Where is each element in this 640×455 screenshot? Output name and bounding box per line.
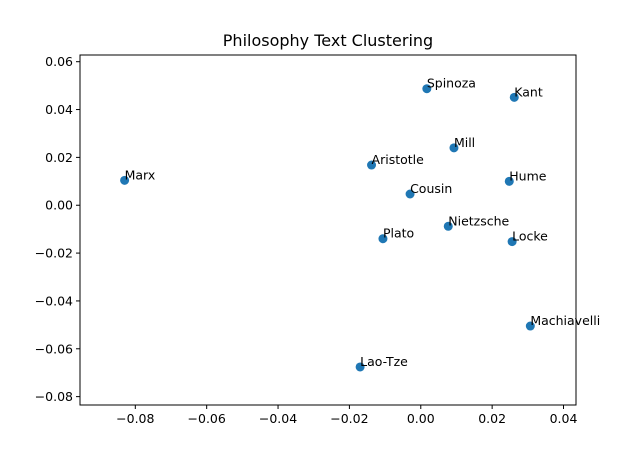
point-label: Nietzsche: [448, 213, 509, 228]
y-tick-label: −0.08: [35, 389, 73, 404]
point-label: Cousin: [410, 181, 452, 196]
x-tick-label: 0.02: [478, 411, 506, 426]
point-label: Hume: [509, 168, 546, 183]
scatter-point: [509, 92, 519, 102]
point-label: Aristotle: [372, 152, 425, 167]
scatter-point: [120, 175, 130, 185]
point-label: Plato: [383, 226, 414, 241]
y-tick-label: 0.00: [45, 198, 73, 213]
x-tick-label: 0.04: [550, 411, 578, 426]
scatter-point: [378, 234, 388, 244]
scatter-point: [449, 143, 459, 153]
point-label: Lao-Tze: [360, 354, 408, 369]
point-label: Locke: [512, 229, 548, 244]
x-tick-label: −0.04: [259, 411, 297, 426]
scatter-point: [422, 84, 432, 94]
scatter-point: [355, 362, 365, 372]
x-tick-label: 0.00: [407, 411, 435, 426]
x-tick-label: −0.08: [116, 411, 154, 426]
y-tick-label: −0.02: [35, 246, 73, 261]
point-label: Spinoza: [427, 76, 476, 91]
x-tick-label: −0.02: [330, 411, 368, 426]
point-label: Mill: [454, 135, 475, 150]
scatter-point: [367, 160, 377, 170]
scatter-point: [443, 221, 453, 231]
y-tick-label: −0.04: [35, 293, 73, 308]
scatter-point: [504, 176, 514, 186]
scatter-point: [507, 237, 517, 247]
scatter-point: [405, 189, 415, 199]
scatter-point: [525, 321, 535, 331]
point-label: Kant: [514, 84, 543, 99]
x-tick-label: −0.06: [188, 411, 226, 426]
y-tick-label: 0.04: [45, 102, 73, 117]
y-tick-label: 0.06: [45, 54, 73, 69]
point-label: Machiavelli: [530, 313, 600, 328]
point-label: Marx: [125, 167, 156, 182]
y-tick-label: 0.02: [45, 150, 73, 165]
plot-frame: [79, 54, 577, 406]
chart-title: Philosophy Text Clustering: [223, 31, 433, 50]
y-tick-label: −0.06: [35, 341, 73, 356]
